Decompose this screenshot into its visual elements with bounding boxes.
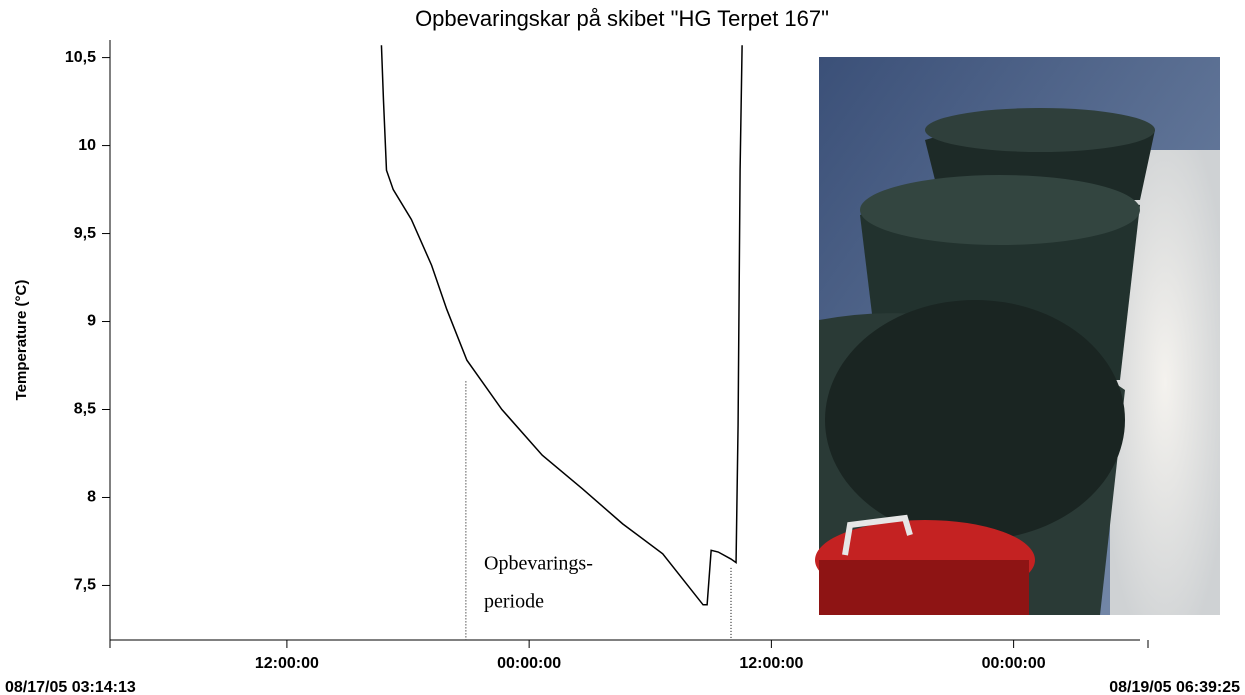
- y-tick-label: 8: [87, 489, 96, 506]
- y-tick-label: 7,5: [74, 577, 96, 594]
- y-tick-label: 8,5: [74, 401, 96, 418]
- x-tick-label: 08/19/05 06:39:25: [1109, 679, 1240, 695]
- photo: [815, 57, 1220, 615]
- x-tick-label: 08/17/05 03:14:13: [5, 679, 136, 695]
- chart-title: Opbevaringskar på skibet "HG Terpet 167": [415, 6, 829, 31]
- y-tick-label: 9,5: [74, 225, 96, 242]
- y-axis-label: Temperature (°C): [13, 280, 30, 401]
- y-tick-label: 10: [78, 137, 96, 154]
- y-tick-label: 9: [87, 313, 96, 330]
- x-tick-label: 12:00:00: [739, 655, 803, 672]
- x-tick-label: 12:00:00: [255, 655, 319, 672]
- annotation: Opbevarings-: [484, 553, 593, 575]
- x-tick-label: 00:00:00: [982, 655, 1046, 672]
- line-series: [380, 45, 743, 606]
- y-tick-label: 10,5: [65, 49, 96, 66]
- annotation: periode: [484, 591, 544, 613]
- x-tick-label: 00:00:00: [497, 655, 561, 672]
